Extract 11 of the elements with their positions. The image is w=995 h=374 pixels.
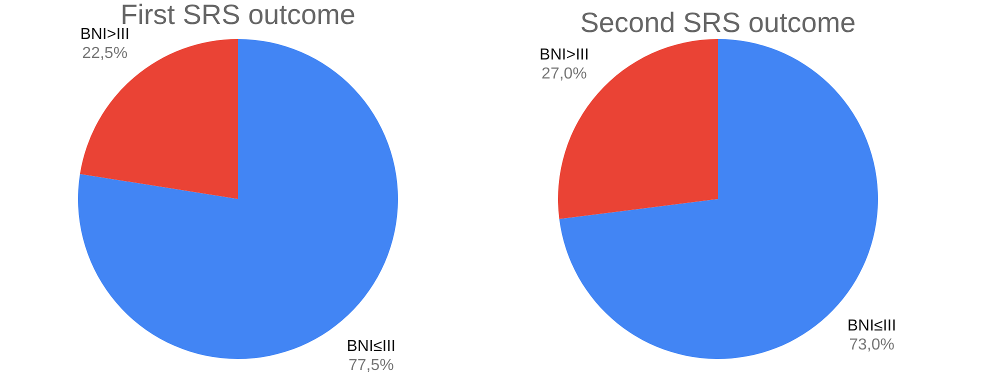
data-label: 77,5% [348,356,394,374]
pie-slice [78,39,398,359]
data-label: 73,0% [849,336,894,354]
data-label: 27,0% [542,65,587,82]
chart-title: Second SRS outcome [580,7,856,38]
slice-label: BNI≤III [346,338,396,355]
pie-slice [80,39,238,199]
slice-label: BNI>III [540,46,589,64]
slice-label: BNI>III [80,26,130,44]
data-label: 22,5% [82,45,128,62]
slice-label: BNI≤III [847,318,896,335]
